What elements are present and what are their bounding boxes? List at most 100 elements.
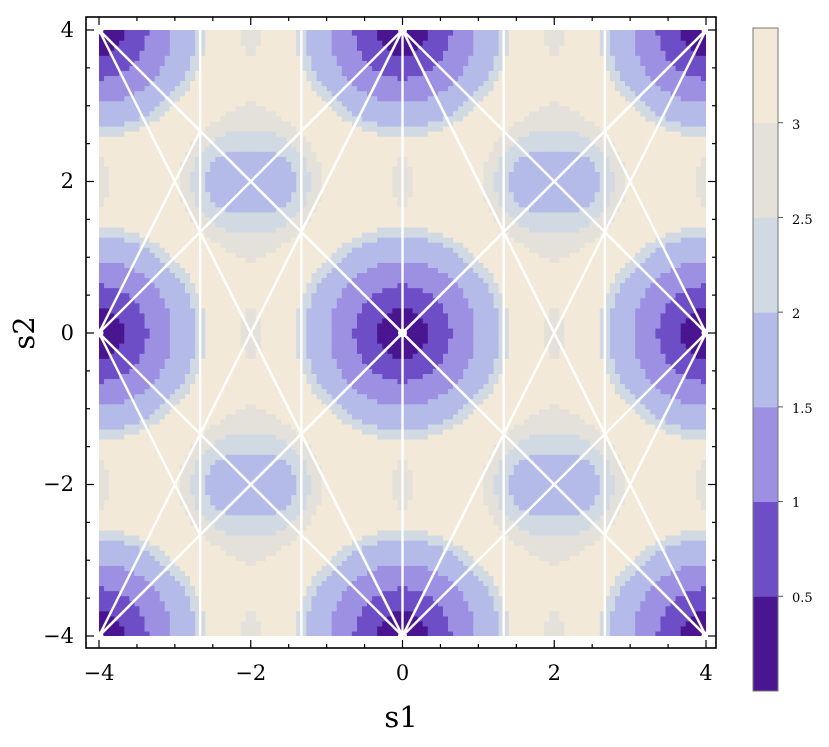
contour-cell xyxy=(235,610,242,617)
contour-cell xyxy=(255,206,262,213)
contour-cell xyxy=(215,242,221,248)
contour-cell xyxy=(144,131,151,137)
contour-cell xyxy=(129,191,136,198)
contour-cell xyxy=(260,171,267,178)
contour-cell xyxy=(200,50,206,56)
contour-cell xyxy=(220,247,227,253)
contour-cell xyxy=(169,620,176,627)
contour-cell xyxy=(225,181,232,188)
contour-cell xyxy=(159,65,166,71)
contour-cell xyxy=(286,333,292,339)
contour-cell xyxy=(195,630,201,636)
contour-cell xyxy=(260,454,267,460)
contour-cell xyxy=(296,115,302,122)
contour-cell xyxy=(291,529,297,536)
contour-cell xyxy=(205,484,211,491)
contour-cell xyxy=(124,519,130,526)
contour-cell xyxy=(270,90,277,97)
contour-cell xyxy=(169,131,176,137)
contour-cell xyxy=(220,60,227,66)
contour-cell xyxy=(104,353,110,359)
contour-cell xyxy=(169,363,176,369)
contour-cell xyxy=(270,252,277,258)
contour-cell xyxy=(134,545,141,551)
contour-cell xyxy=(149,605,156,612)
contour-cell xyxy=(139,459,146,465)
contour-cell xyxy=(149,449,156,455)
contour-cell xyxy=(134,272,141,279)
contour-cell xyxy=(159,383,166,390)
contour-cell xyxy=(190,529,196,536)
contour-cell xyxy=(240,413,247,420)
contour-cell xyxy=(114,322,120,329)
contour-cell xyxy=(144,565,151,571)
contour-cell xyxy=(270,277,277,284)
contour-cell xyxy=(114,403,120,410)
contour-cell xyxy=(230,343,237,349)
contour-cell xyxy=(144,580,151,587)
contour-cell xyxy=(245,545,252,551)
contour-cell xyxy=(255,494,262,501)
contour-cell xyxy=(230,489,237,496)
contour-cell xyxy=(139,560,146,566)
contour-cell xyxy=(190,600,196,607)
contour-cell xyxy=(104,358,110,364)
contour-cell xyxy=(230,439,237,445)
contour-cell xyxy=(265,181,272,188)
contour-cell xyxy=(235,226,242,233)
contour-cell xyxy=(195,383,201,390)
contour-cell xyxy=(296,201,302,208)
contour-cell xyxy=(139,469,146,475)
contour-cell xyxy=(265,206,272,213)
contour-cell xyxy=(164,474,171,481)
contour-cell xyxy=(195,297,201,304)
contour-cell xyxy=(99,550,105,556)
contour-cell xyxy=(210,237,216,243)
contour-cell xyxy=(190,373,196,380)
contour-cell xyxy=(281,393,287,400)
contour-cell xyxy=(169,206,176,213)
contour-cell xyxy=(109,625,115,632)
contour-cell xyxy=(235,408,242,415)
contour-cell xyxy=(200,484,206,491)
contour-cell xyxy=(169,413,176,420)
contour-cell xyxy=(265,570,272,576)
contour-cell xyxy=(281,600,287,607)
contour-cell xyxy=(291,454,297,460)
contour-cell xyxy=(270,196,277,203)
contour-cell xyxy=(306,620,313,627)
contour-cell xyxy=(169,171,176,178)
contour-cell xyxy=(144,191,151,198)
contour-cell xyxy=(190,110,196,117)
contour-cell xyxy=(119,373,125,380)
contour-cell xyxy=(210,610,216,617)
contour-cell xyxy=(139,226,146,233)
contour-cell xyxy=(240,388,247,395)
contour-cell xyxy=(129,120,136,127)
contour-cell xyxy=(159,307,166,314)
contour-cell xyxy=(250,524,257,531)
contour-cell xyxy=(195,221,201,228)
contour-cell xyxy=(281,585,287,592)
contour-cell xyxy=(139,519,146,526)
contour-cell xyxy=(99,50,105,56)
contour-cell xyxy=(119,312,125,319)
contour-cell xyxy=(281,620,287,627)
contour-cell xyxy=(190,499,196,506)
contour-cell xyxy=(129,479,136,486)
contour-cell xyxy=(205,292,211,299)
contour-cell xyxy=(276,302,282,309)
contour-cell xyxy=(179,524,186,531)
contour-cell xyxy=(124,454,130,460)
contour-cell xyxy=(260,141,267,147)
contour-cell xyxy=(250,519,257,526)
contour-cell xyxy=(99,454,105,460)
contour-cell xyxy=(220,620,227,627)
contour-cell xyxy=(104,317,110,324)
contour-cell xyxy=(195,489,201,496)
contour-cell xyxy=(119,181,125,188)
contour-cell xyxy=(184,221,191,228)
contour-cell xyxy=(301,30,307,36)
contour-cell xyxy=(174,65,181,71)
contour-cell xyxy=(235,247,242,253)
